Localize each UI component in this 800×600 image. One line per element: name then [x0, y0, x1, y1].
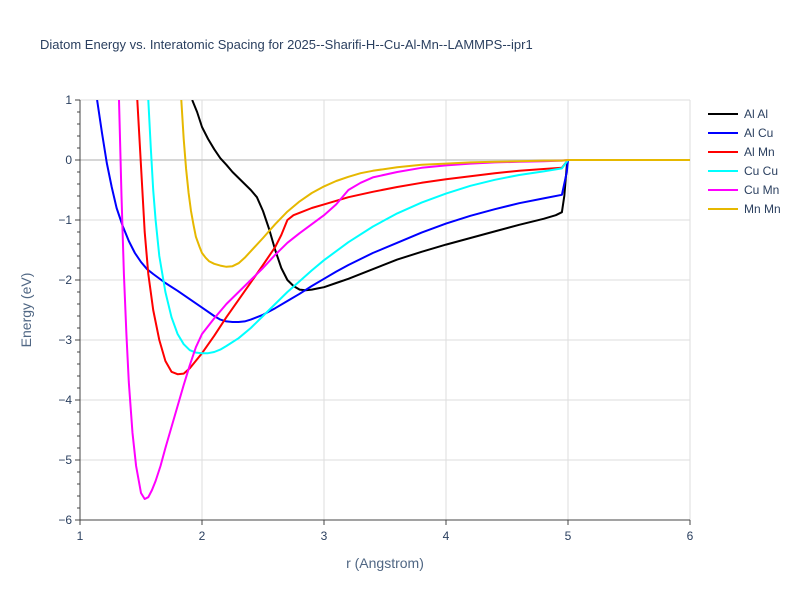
- legend-label: Al Al: [744, 107, 768, 121]
- x-axis-label: r (Angstrom): [346, 555, 424, 571]
- y-tick-label: 1: [65, 93, 72, 107]
- x-tick-label: 3: [321, 529, 328, 543]
- grid-lines: [80, 99, 691, 520]
- y-tick-label: 0: [65, 153, 72, 167]
- series-line-al-mn[interactable]: [136, 100, 690, 376]
- x-tick-label: 6: [687, 529, 694, 543]
- legend-item-mn-mn[interactable]: Mn Mn: [708, 202, 781, 216]
- legend-item-al-al[interactable]: Al Al: [708, 107, 768, 121]
- series-line-al-cu[interactable]: [96, 100, 690, 323]
- x-tick-label: 4: [443, 529, 450, 543]
- x-tick-label: 1: [77, 529, 84, 543]
- y-tick-label: −5: [58, 453, 72, 467]
- y-axis-label: Energy (eV): [18, 273, 34, 348]
- chart-title: Diatom Energy vs. Interatomic Spacing fo…: [40, 37, 533, 52]
- legend-item-cu-cu[interactable]: Cu Cu: [708, 164, 778, 178]
- legend-label: Cu Mn: [744, 183, 779, 197]
- legend-item-al-cu[interactable]: Al Cu: [708, 126, 773, 140]
- x-tick-label: 2: [199, 529, 206, 543]
- y-tick-label: −4: [58, 393, 72, 407]
- x-tick-label: 5: [565, 529, 572, 543]
- y-tick-label: −3: [58, 333, 72, 347]
- legend-item-cu-mn[interactable]: Cu Mn: [708, 183, 779, 197]
- y-tick-label: −2: [58, 273, 72, 287]
- series-layer: [96, 100, 690, 500]
- legend-item-al-mn[interactable]: Al Mn: [708, 145, 775, 159]
- legend-label: Al Cu: [744, 126, 773, 140]
- series-line-cu-mn[interactable]: [118, 100, 690, 500]
- legend-label: Mn Mn: [744, 202, 781, 216]
- y-tick-label: −1: [58, 213, 72, 227]
- legend-label: Al Mn: [744, 145, 775, 159]
- legend-label: Cu Cu: [744, 164, 778, 178]
- axes: [75, 99, 691, 525]
- series-line-mn-mn[interactable]: [180, 100, 690, 268]
- y-tick-label: −6: [58, 513, 72, 527]
- y-tick-labels: 1 0 −1 −2 −3 −4 −5 −6: [58, 93, 72, 527]
- legend[interactable]: Al Al Al Cu Al Mn Cu Cu Cu Mn Mn Mn: [708, 107, 781, 216]
- series-line-al-al[interactable]: [191, 100, 690, 292]
- x-tick-labels: 1 2 3 4 5 6: [77, 529, 694, 543]
- series-line-cu-cu[interactable]: [147, 100, 690, 355]
